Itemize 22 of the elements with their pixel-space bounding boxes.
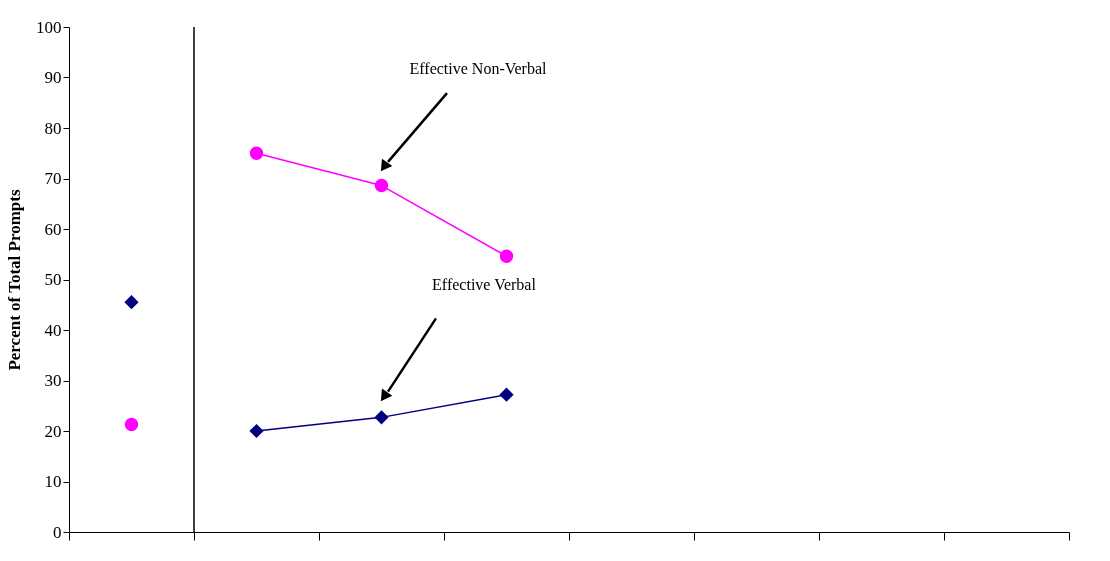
y-tick-label: 50 bbox=[44, 270, 62, 289]
y-tick-label: 0 bbox=[53, 522, 62, 542]
y-tick-label: 20 bbox=[44, 421, 62, 441]
annotation: Effective Verbal bbox=[432, 275, 537, 293]
point bbox=[124, 417, 139, 432]
y-tick-label: 10 bbox=[44, 472, 62, 491]
y-tick-label: 80 bbox=[44, 118, 62, 138]
point bbox=[374, 410, 389, 425]
point bbox=[249, 146, 264, 160]
point bbox=[249, 424, 264, 438]
y-tick-label: 90 bbox=[44, 68, 62, 87]
point bbox=[499, 249, 514, 263]
y-axis-title: Percent of Total Prompts bbox=[5, 189, 24, 371]
point bbox=[124, 295, 139, 309]
y-tick-label: 30 bbox=[44, 371, 62, 390]
y-tick-label: 100 bbox=[36, 17, 62, 37]
y-tick-label: 40 bbox=[44, 320, 62, 340]
point bbox=[374, 178, 389, 193]
annotation: Effective Non-Verbal bbox=[409, 59, 548, 77]
y-tick-label: 70 bbox=[44, 169, 62, 188]
y-tick-label: 60 bbox=[44, 219, 62, 239]
point bbox=[499, 387, 514, 402]
